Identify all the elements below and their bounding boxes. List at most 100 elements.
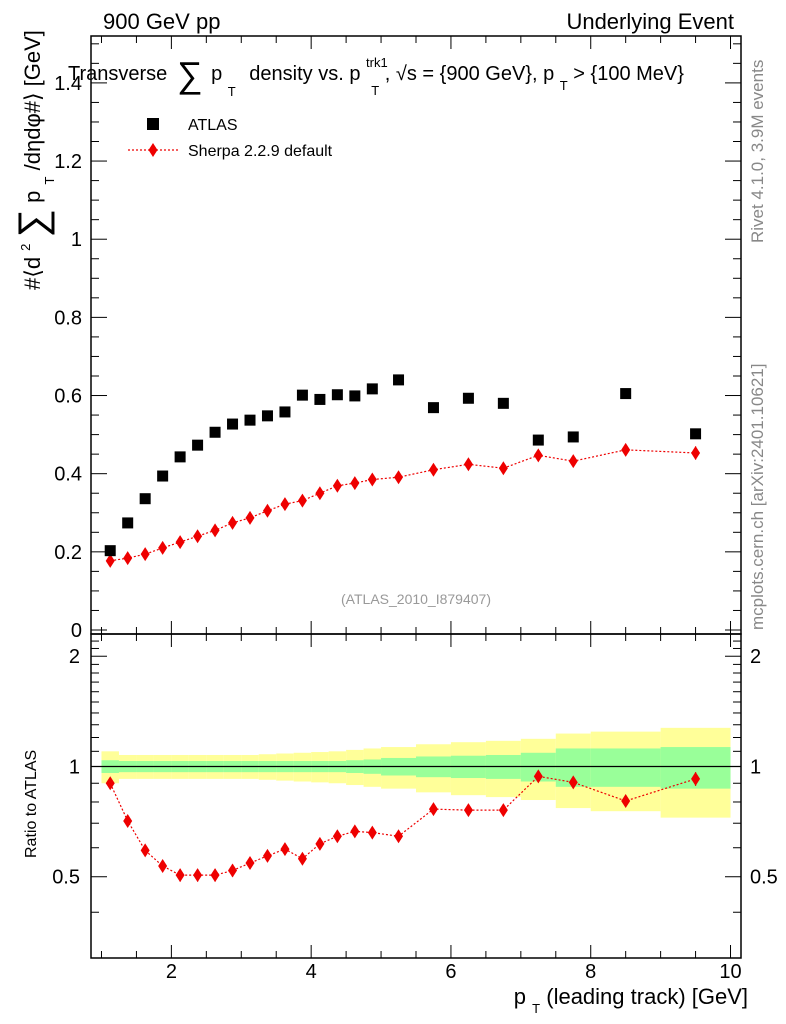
sherpa-point: [350, 476, 360, 491]
rivet-version-label: Rivet 4.1.0, 3.9M events: [748, 59, 767, 243]
y-tick-label: 0.8: [54, 307, 82, 329]
sherpa-ratio-point: [394, 829, 404, 844]
atlas-point: [427, 402, 439, 414]
sherpa-point: [175, 535, 185, 550]
sherpa-point: [621, 442, 631, 457]
sherpa-point: [463, 457, 473, 472]
atlas-point: [139, 493, 151, 505]
y-tick-label: 0.2: [54, 542, 82, 564]
sherpa-ratio-point: [158, 858, 168, 873]
x-axis-label: p T (leading track) [GeV]: [514, 984, 748, 1018]
atlas-point: [331, 389, 343, 401]
x-tick-label: 4: [306, 961, 317, 983]
sherpa-point: [315, 486, 325, 501]
legend-atlas-label: ATLAS: [188, 117, 238, 134]
sherpa-point: [193, 529, 203, 544]
sherpa-point: [280, 497, 290, 512]
sherpa-ratio-point: [350, 824, 360, 839]
sherpa-ratio-point: [123, 813, 133, 828]
atlas-point: [349, 390, 361, 402]
x-tick-label: 6: [445, 961, 456, 983]
analysis-label: (ATLAS_2010_I879407): [341, 591, 491, 607]
sherpa-ratio-point: [140, 843, 150, 858]
sherpa-ratio-point: [228, 863, 238, 878]
sherpa-point: [297, 493, 307, 508]
sherpa-point: [394, 470, 404, 485]
sherpa-ratio-point: [498, 803, 508, 818]
ratio-y-tick-label-right: 0.5: [750, 867, 778, 889]
sherpa-ratio-point: [280, 842, 290, 857]
legend-atlas-marker: [147, 118, 159, 130]
axes: 2 4 6 8 10 0 0.2 0.4 0.6 0.8 1 1.2 1.4 0.5 0.5 1 1 2 2: [52, 35, 778, 983]
main-marks: [104, 374, 702, 568]
ratio-y-tick-label-left: 1: [69, 756, 80, 778]
atlas-point: [296, 389, 308, 401]
y-tick-label: 0.4: [54, 464, 82, 486]
mcplots-label: mcplots.cern.ch [arXiv:2401.10621]: [748, 363, 767, 630]
sherpa-ratio-point: [463, 803, 473, 818]
atlas-point: [393, 374, 405, 386]
atlas-point: [192, 439, 204, 451]
atlas-point: [567, 431, 579, 443]
sherpa-point: [332, 478, 342, 493]
atlas-point: [532, 434, 544, 446]
ratio-marks: [105, 769, 701, 883]
header-left: 900 GeV pp: [103, 9, 220, 34]
y-tick-label: 0: [71, 620, 82, 642]
sherpa-ratio-line: [109, 775, 696, 876]
sherpa-point: [428, 462, 438, 477]
sherpa-ratio-point: [568, 775, 578, 790]
sherpa-ratio-point: [691, 771, 701, 786]
atlas-point: [244, 414, 256, 426]
sherpa-line: [110, 449, 696, 562]
header-right: Underlying Event: [566, 9, 734, 34]
x-tick-label: 10: [719, 961, 741, 983]
atlas-point: [462, 392, 474, 404]
legend-sherpa-marker: [148, 143, 158, 157]
legend-sherpa-label: Sherpa 2.2.9 default: [188, 143, 333, 160]
sherpa-ratio-point: [297, 851, 307, 866]
sherpa-ratio-point: [245, 856, 255, 871]
ratio-band-inner: [590, 748, 661, 787]
atlas-point: [497, 397, 509, 409]
sherpa-point: [210, 523, 220, 538]
ratio-y-tick-label-right: 1: [750, 756, 761, 778]
sherpa-ratio-point: [193, 868, 203, 883]
sherpa-ratio-point: [210, 868, 220, 883]
atlas-point: [279, 406, 291, 418]
sherpa-point: [245, 510, 255, 525]
atlas-point: [314, 393, 326, 405]
sherpa-point: [498, 461, 508, 476]
y-tick-label: 1.2: [54, 151, 82, 173]
svg-text:#⟨d 2 ∑ p: #⟨d 2 ∑ p T /dηdφ#⟩ [GeV]: [10, 30, 59, 290]
sherpa-point: [691, 445, 701, 460]
ratio-y-axis-label: Ratio to ATLAS: [23, 750, 40, 858]
sherpa-ratio-point: [367, 825, 377, 840]
atlas-point: [157, 470, 169, 482]
sherpa-point: [140, 547, 150, 562]
y-tick-label: 1: [71, 229, 82, 251]
sherpa-ratio-point: [621, 793, 631, 808]
ratio-y-tick-label-left: 0.5: [52, 867, 80, 889]
sherpa-ratio-point: [428, 802, 438, 817]
atlas-point: [174, 451, 186, 463]
sherpa-ratio-point: [332, 829, 342, 844]
y-tick-label: 0.6: [54, 386, 82, 408]
ratio-bands: [91, 727, 741, 818]
sherpa-point: [158, 540, 168, 555]
ratio-y-tick-label-right: 2: [750, 646, 761, 668]
sherpa-ratio-point: [315, 836, 325, 851]
sherpa-point: [367, 472, 377, 487]
atlas-point: [620, 388, 632, 400]
x-tick-label: 2: [166, 961, 177, 983]
chart-title: Transverse ∑ p T density vs. p trk1 T , …: [68, 50, 684, 101]
atlas-point: [104, 545, 116, 557]
atlas-point: [261, 410, 273, 422]
atlas-point: [209, 426, 221, 438]
sherpa-ratio-point: [533, 769, 543, 784]
y-tick-label: 1.4: [54, 73, 82, 95]
legend: ATLAS Sherpa 2.2.9 default: [128, 117, 333, 160]
atlas-point: [366, 383, 378, 395]
sherpa-ratio-point: [262, 848, 272, 863]
